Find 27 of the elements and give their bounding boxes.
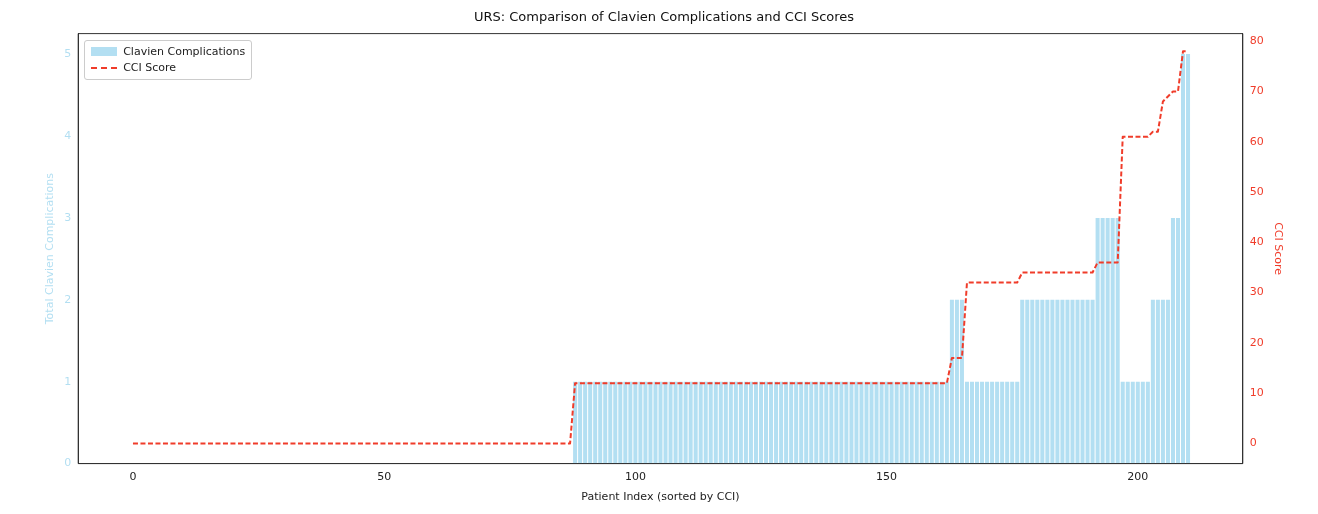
y-tick-label: 3 — [64, 210, 72, 224]
x-tick-label: 100 — [624, 470, 646, 484]
x-tick-label: 150 — [876, 470, 898, 484]
y2-tick-label: 0 — [1249, 436, 1257, 450]
x-tick-label: 0 — [129, 470, 137, 484]
y2-tick-label: 80 — [1249, 34, 1264, 47]
legend-label: CCI Score — [123, 61, 177, 75]
y2-tick-label: 50 — [1249, 184, 1264, 198]
y2-tick-label: 20 — [1249, 335, 1264, 349]
y-tick-label: 2 — [64, 292, 72, 306]
y-tick-label: 1 — [64, 374, 72, 388]
y-tick-label: 0 — [64, 456, 72, 470]
y2-tick-label: 60 — [1249, 134, 1264, 148]
y2-tick-label: 10 — [1249, 386, 1264, 400]
y-tick-label: 4 — [64, 128, 72, 142]
x-tick-label: 50 — [377, 470, 392, 484]
y2-tick-label: 30 — [1249, 285, 1264, 299]
y2-axis-title: CCI Score — [1271, 222, 1285, 276]
y2-tick-label: 40 — [1249, 235, 1264, 249]
bar — [969, 381, 975, 464]
x-axis-title: Patient Index (sorted by CCI) — [581, 490, 740, 504]
y2-tick-label: 70 — [1249, 84, 1264, 98]
y-axis-title: Total Clavien Complications — [43, 172, 57, 326]
legend-label: Clavien Complications — [123, 45, 246, 59]
chart-title: URS: Comparison of Clavien Complications and CCI Scores — [473, 9, 855, 25]
y-tick-label: 5 — [64, 46, 72, 60]
x-tick-label: 200 — [1127, 470, 1149, 484]
